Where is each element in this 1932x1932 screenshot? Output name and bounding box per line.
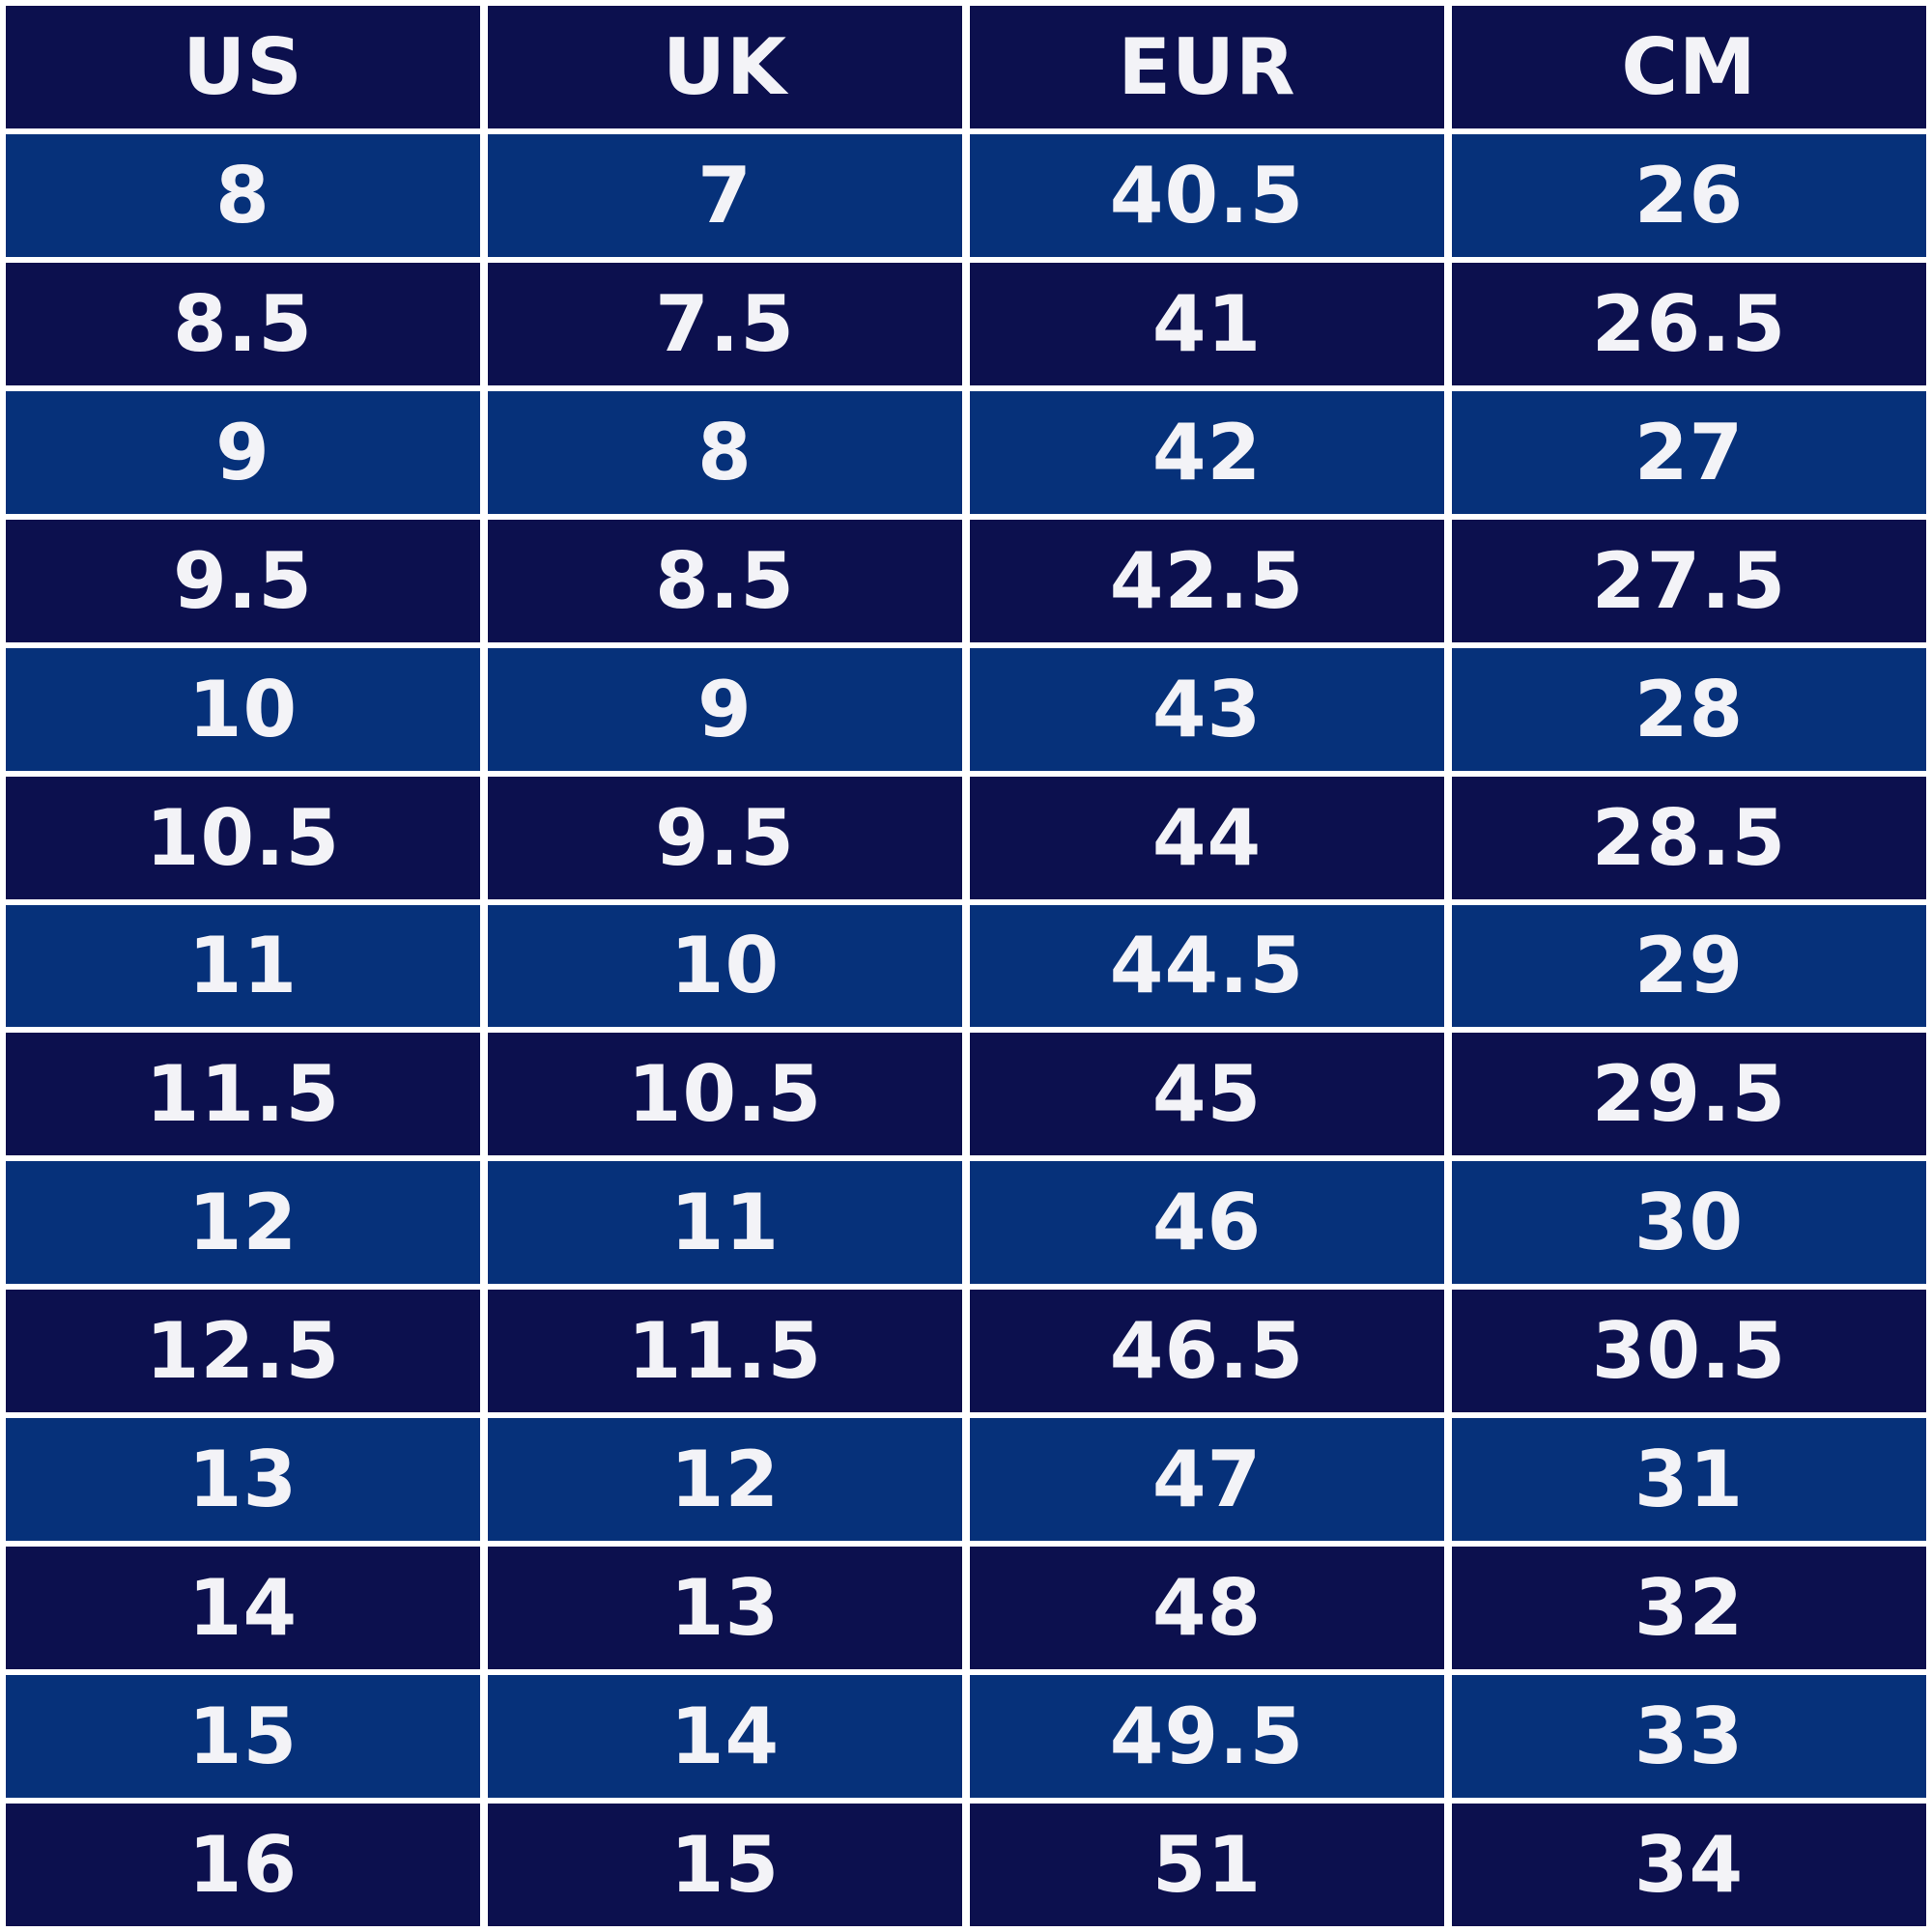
table-cell: 47 — [970, 1418, 1444, 1542]
table-cell: 11 — [488, 1161, 962, 1285]
table-cell: 12 — [488, 1418, 962, 1542]
table-cell: 30.5 — [1452, 1290, 1926, 1413]
table-cell: 8 — [6, 133, 480, 257]
table-cell: 43 — [970, 647, 1444, 771]
table-cell: 46.5 — [970, 1290, 1444, 1413]
table-cell: 45 — [970, 1033, 1444, 1156]
table-cell: 42 — [970, 390, 1444, 514]
table-cell: 9 — [488, 647, 962, 771]
table-cell: 48 — [970, 1547, 1444, 1670]
table-cell: 10.5 — [488, 1033, 962, 1156]
table-cell: 33 — [1452, 1675, 1926, 1799]
table-cell: 40.5 — [970, 133, 1444, 257]
table-cell: 44 — [970, 776, 1444, 899]
table-cell: 15 — [488, 1804, 962, 1926]
table-cell: 8.5 — [6, 262, 480, 385]
table-cell: 8.5 — [488, 519, 962, 642]
table-cell: 42.5 — [970, 519, 1444, 642]
table-cell: 41 — [970, 262, 1444, 385]
table-cell: 13 — [6, 1418, 480, 1542]
header-cell: CM — [1452, 6, 1926, 128]
header-cell: US — [6, 6, 480, 128]
table-cell: 46 — [970, 1161, 1444, 1285]
table-cell: 34 — [1452, 1804, 1926, 1926]
table-cell: 51 — [970, 1804, 1444, 1926]
table-cell: 10 — [6, 647, 480, 771]
table-cell: 12.5 — [6, 1290, 480, 1413]
table-cell: 15 — [6, 1675, 480, 1799]
table-cell: 10.5 — [6, 776, 480, 899]
table-cell: 49.5 — [970, 1675, 1444, 1799]
table-cell: 27.5 — [1452, 519, 1926, 642]
table-cell: 9.5 — [488, 776, 962, 899]
table-cell: 27 — [1452, 390, 1926, 514]
table-cell: 30 — [1452, 1161, 1926, 1285]
table-cell: 7.5 — [488, 262, 962, 385]
table-cell: 7 — [488, 133, 962, 257]
table-cell: 9.5 — [6, 519, 480, 642]
header-cell: UK — [488, 6, 962, 128]
table-cell: 14 — [488, 1675, 962, 1799]
table-cell: 29.5 — [1452, 1033, 1926, 1156]
table-cell: 26.5 — [1452, 262, 1926, 385]
table-cell: 28 — [1452, 647, 1926, 771]
table-cell: 10 — [488, 904, 962, 1028]
table-cell: 16 — [6, 1804, 480, 1926]
table-cell: 9 — [6, 390, 480, 514]
table-cell: 13 — [488, 1547, 962, 1670]
table-cell: 11.5 — [6, 1033, 480, 1156]
table-cell: 32 — [1452, 1547, 1926, 1670]
table-cell: 12 — [6, 1161, 480, 1285]
table-cell: 8 — [488, 390, 962, 514]
table-cell: 11.5 — [488, 1290, 962, 1413]
table-cell: 11 — [6, 904, 480, 1028]
table-cell: 31 — [1452, 1418, 1926, 1542]
table-cell: 44.5 — [970, 904, 1444, 1028]
header-cell: EUR — [970, 6, 1444, 128]
table-cell: 28.5 — [1452, 776, 1926, 899]
table-cell: 29 — [1452, 904, 1926, 1028]
table-cell: 26 — [1452, 133, 1926, 257]
table-cell: 14 — [6, 1547, 480, 1670]
